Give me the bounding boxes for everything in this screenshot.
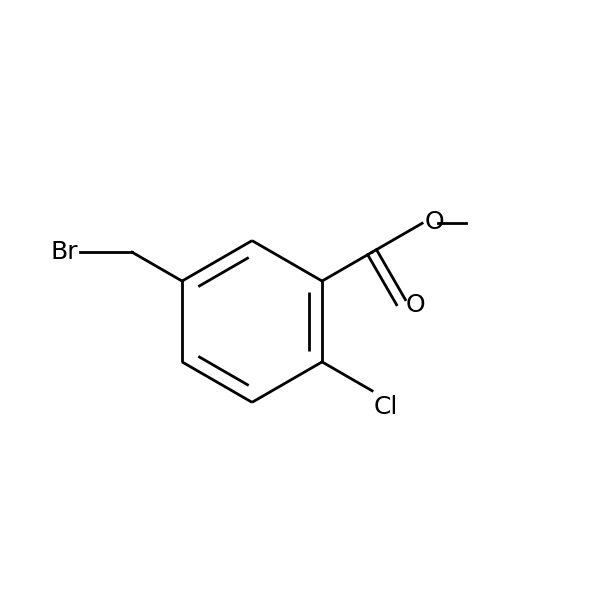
Text: Br: Br [50,240,78,264]
Text: Cl: Cl [373,395,398,419]
Text: O: O [424,210,444,234]
Text: O: O [406,293,425,317]
